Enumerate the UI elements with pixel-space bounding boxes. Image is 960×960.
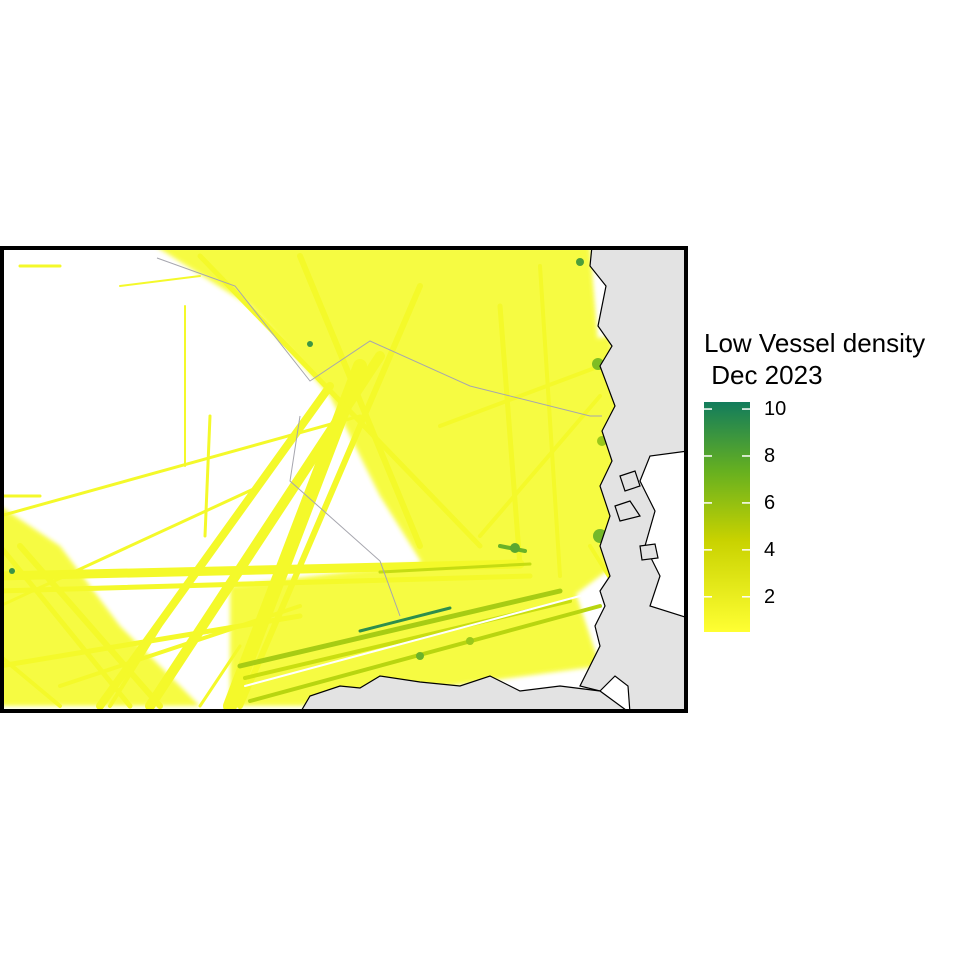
colorbar-gradient [704,402,750,632]
map-frame [0,246,688,713]
colorbar [704,402,750,632]
eez-boundary-west [289,415,401,617]
legend-subtitle: Dec 2023 [704,360,823,390]
land-masses [301,249,685,710]
colorbar-tick-label: 10 [764,398,787,421]
legend-title: Low Vessel density [704,328,926,358]
colorbar-tick-label: 8 [764,444,776,467]
colorbar-tick-label: 6 [764,491,776,514]
shipping-lanes [3,253,642,710]
eez-boundary [156,257,602,417]
density-map [0,246,688,713]
legend: Low Vessel density Dec 2023 2 4 6 8 10 [704,326,958,646]
colorbar-tick-label: 4 [764,538,776,561]
traffic-separation-scheme [237,544,602,703]
colorbar-tick-label: 2 [764,585,776,608]
